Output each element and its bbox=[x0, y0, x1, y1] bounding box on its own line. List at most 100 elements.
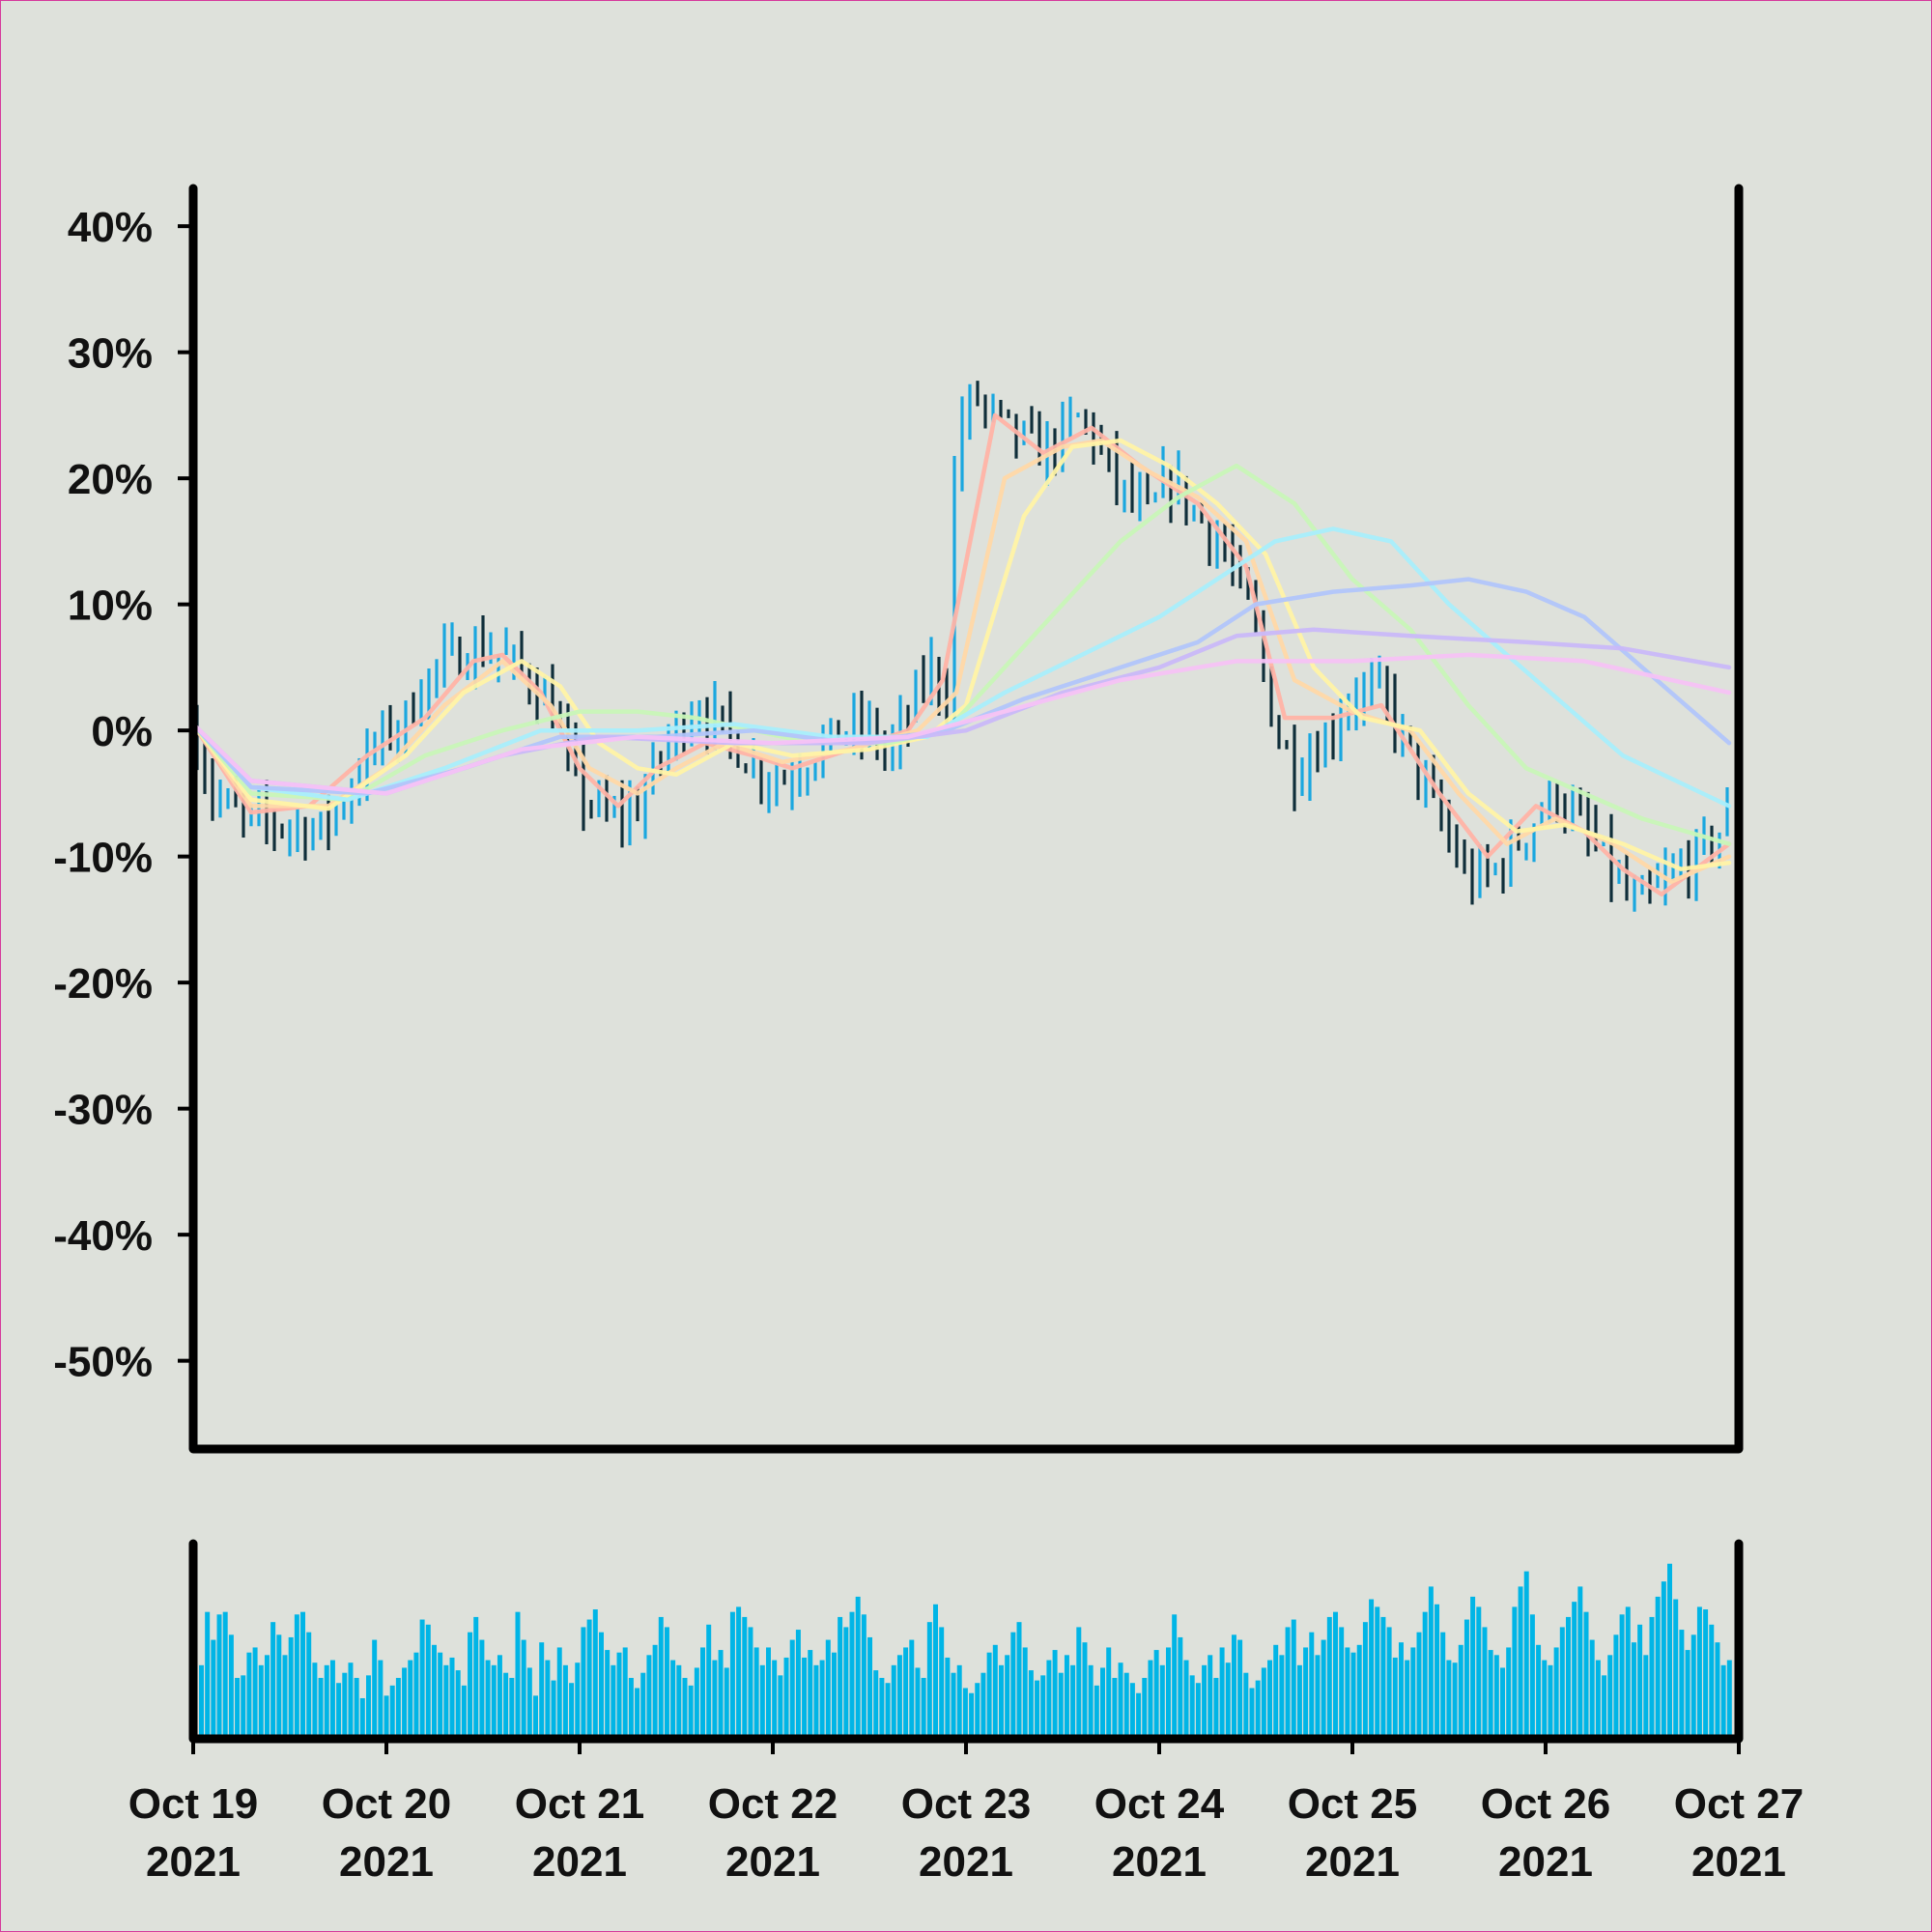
volume-bar bbox=[384, 1695, 389, 1739]
volume-bar bbox=[503, 1672, 509, 1739]
volume-bar bbox=[628, 1677, 634, 1739]
volume-bar bbox=[282, 1655, 288, 1739]
volume-bar bbox=[1189, 1675, 1195, 1739]
volume-bar bbox=[1225, 1662, 1231, 1739]
volume-bar bbox=[1476, 1606, 1482, 1739]
volume-bar bbox=[1542, 1660, 1548, 1739]
volume-bar bbox=[1637, 1624, 1643, 1739]
volume-bar bbox=[992, 1644, 998, 1739]
volume-bar bbox=[838, 1616, 843, 1739]
volume-bar bbox=[736, 1606, 742, 1739]
volume-bar bbox=[1070, 1664, 1076, 1739]
volume-bar bbox=[956, 1664, 962, 1739]
volume-bar bbox=[1595, 1660, 1601, 1739]
volume-bar bbox=[1649, 1616, 1655, 1739]
volume-bar bbox=[802, 1657, 808, 1739]
volume-bar bbox=[742, 1616, 748, 1739]
volume-bar bbox=[1112, 1677, 1118, 1739]
volume-bar bbox=[1500, 1667, 1505, 1739]
volume-bar bbox=[658, 1616, 664, 1739]
x-tick-label-year: 2021 bbox=[1691, 1838, 1786, 1886]
volume-bar bbox=[903, 1647, 909, 1739]
volume-bar bbox=[849, 1611, 855, 1739]
volume-bar bbox=[1285, 1627, 1291, 1739]
volume-bar bbox=[1703, 1609, 1709, 1739]
volume-bar bbox=[449, 1657, 455, 1739]
volume-bar bbox=[753, 1647, 759, 1739]
volume-bar bbox=[288, 1636, 294, 1739]
volume-bar bbox=[1028, 1670, 1034, 1739]
volume-bar bbox=[425, 1624, 431, 1739]
volume-bar bbox=[1148, 1660, 1153, 1739]
volume-bar bbox=[1208, 1655, 1213, 1739]
volume-bar bbox=[1440, 1632, 1446, 1739]
volume-bar bbox=[533, 1695, 539, 1739]
volume-bar bbox=[1667, 1563, 1673, 1739]
y-axis-ticks: 40% 30% 20% 10% 0% -10% -20% -30% -40% -50% bbox=[53, 204, 193, 1386]
volume-bar bbox=[1076, 1627, 1082, 1739]
volume-bar bbox=[1022, 1647, 1028, 1739]
volume-bar bbox=[1123, 1672, 1129, 1739]
x-tick-label-year: 2021 bbox=[1305, 1838, 1400, 1886]
y-tick-label: -10% bbox=[53, 835, 153, 882]
volume-bar bbox=[1249, 1688, 1255, 1739]
volume-bar bbox=[1088, 1664, 1094, 1739]
volume-bar bbox=[1655, 1596, 1661, 1739]
volume-bar bbox=[241, 1675, 246, 1739]
volume-bar bbox=[1333, 1611, 1338, 1739]
volume-bar bbox=[921, 1677, 926, 1739]
volume-bar bbox=[825, 1639, 831, 1739]
volume-bar bbox=[1339, 1627, 1345, 1739]
volume-bar bbox=[1046, 1660, 1052, 1739]
volume-bar bbox=[509, 1677, 515, 1739]
volume-bar bbox=[640, 1672, 646, 1739]
volume-bar bbox=[539, 1642, 545, 1739]
volume-bar bbox=[252, 1647, 258, 1739]
volume-bar bbox=[1577, 1586, 1583, 1739]
volume-bar bbox=[270, 1622, 276, 1739]
x-tick-label-date: Oct 27 bbox=[1674, 1780, 1804, 1828]
y-tick-label: 40% bbox=[68, 204, 153, 251]
volume-bar bbox=[586, 1619, 592, 1739]
volume-bar bbox=[670, 1660, 676, 1739]
volume-bar bbox=[1625, 1606, 1631, 1739]
volume-bar bbox=[1255, 1680, 1261, 1739]
volume-bar bbox=[569, 1683, 575, 1739]
volume-bar bbox=[969, 1692, 975, 1739]
volume-bar bbox=[521, 1639, 526, 1739]
volume-bar bbox=[468, 1632, 473, 1739]
volume-bar bbox=[1005, 1655, 1010, 1739]
volume-bar bbox=[1315, 1655, 1321, 1739]
volume-bar bbox=[312, 1662, 318, 1739]
volume-bar bbox=[1291, 1619, 1296, 1739]
volume-bar bbox=[408, 1660, 413, 1739]
volume-bar bbox=[1142, 1677, 1148, 1739]
volume-bar bbox=[1100, 1667, 1106, 1739]
volume-bar bbox=[1679, 1630, 1685, 1739]
volume-bar bbox=[491, 1664, 497, 1739]
volume-bar bbox=[789, 1639, 795, 1739]
volume-bar bbox=[1458, 1644, 1463, 1739]
volume-bar bbox=[276, 1634, 282, 1739]
volume-bar bbox=[348, 1662, 354, 1739]
volume-bar bbox=[915, 1667, 921, 1739]
volume-bar bbox=[783, 1657, 789, 1739]
volume-bar bbox=[359, 1697, 365, 1739]
volume-bar bbox=[1178, 1636, 1183, 1739]
volume-bar bbox=[1303, 1647, 1309, 1739]
volume-bar bbox=[706, 1624, 712, 1739]
volume-bar bbox=[652, 1644, 658, 1739]
volume-bar bbox=[1136, 1692, 1142, 1739]
volume-bar bbox=[664, 1627, 669, 1739]
volume-bar bbox=[1536, 1644, 1542, 1739]
volume-bar bbox=[1470, 1596, 1476, 1739]
x-tick-label-date: Oct 24 bbox=[1094, 1780, 1225, 1828]
volume-bar bbox=[1273, 1644, 1279, 1739]
volume-bar bbox=[294, 1614, 299, 1739]
volume-bar bbox=[616, 1652, 622, 1739]
volume-bar bbox=[419, 1619, 425, 1739]
volume-bar bbox=[635, 1688, 640, 1739]
volume-bar bbox=[1321, 1639, 1326, 1739]
x-tick-label-date: Oct 26 bbox=[1481, 1780, 1611, 1828]
